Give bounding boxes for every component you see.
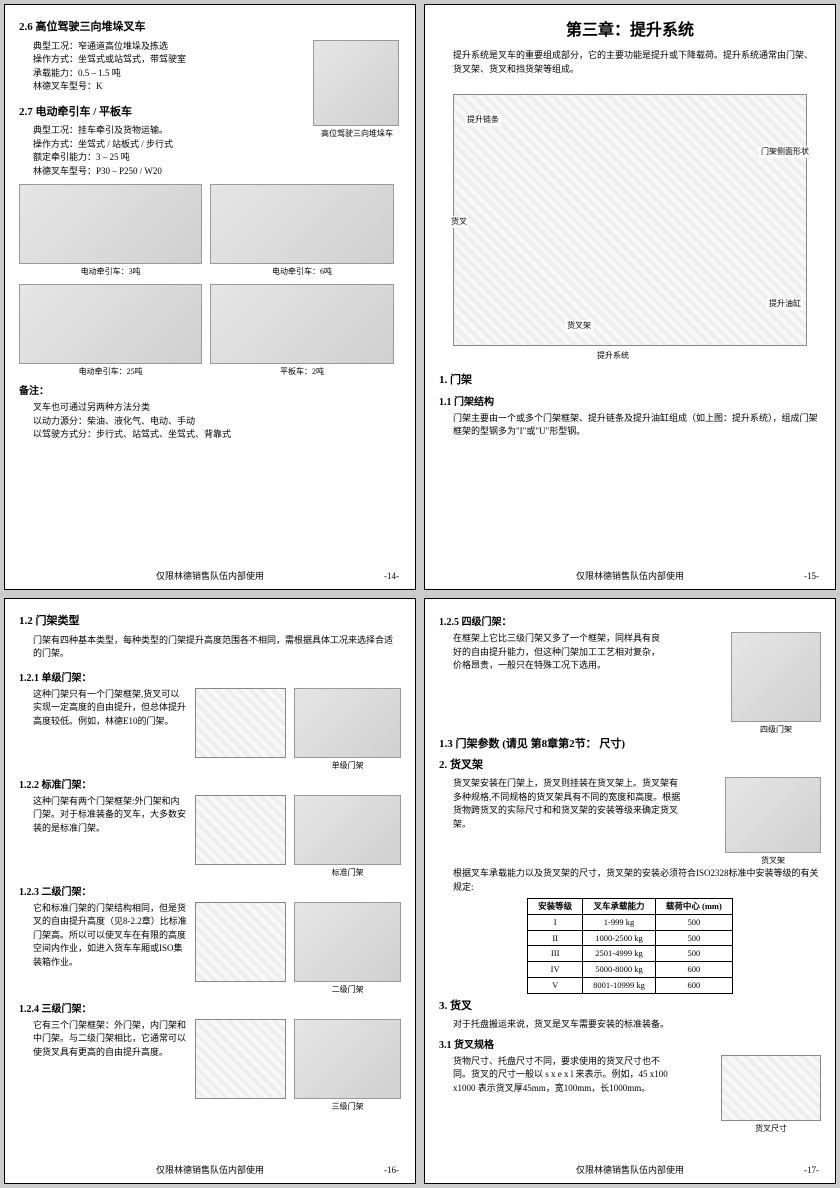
table-cell: 5000-8000 kg <box>583 962 656 978</box>
table-cell: IV <box>528 962 583 978</box>
caption-triplex-mast: 三级门架 <box>294 1101 401 1113</box>
section-1-2-body: 门架有四种基本类型，每种类型的门架提升高度范围各不相同，需根据具体工况来选择合适… <box>19 634 401 661</box>
spec-line: 林德叉车型号：P30 – P250 / W20 <box>19 165 401 179</box>
table-cell: II <box>528 930 583 946</box>
section-1-2-5-body: 在框架上它比三级门架又多了一个框架，同样具有良好的自由提升能力，但这种门架加工工… <box>439 632 668 673</box>
table-cell: I <box>528 914 583 930</box>
section-2-6-title: 2.6 高位驾驶三向堆垛叉车 <box>19 19 401 36</box>
section-1-title: 1. 门架 <box>439 372 821 389</box>
caption-tow-3t: 电动牵引车：3吨 <box>19 266 202 278</box>
iso2328-table: 安装等级叉车承载能力载荷中心 (mm) I1-999 kg500II1000-2… <box>527 898 733 994</box>
table-cell: 500 <box>655 930 732 946</box>
page-15: 第三章：提升系统 提升系统是叉车的重要组成部分，它的主要功能是提升或下降载荷。提… <box>424 4 836 590</box>
label-cylinder: 提升油缸 <box>767 298 803 310</box>
page-footer: 仅限林德销售队伍内部使用 <box>5 570 415 584</box>
caption-fork-size: 货叉尺寸 <box>721 1123 821 1135</box>
label-profile: 门架侧面形状 <box>759 146 811 158</box>
table-header: 安装等级 <box>528 899 583 915</box>
table-row: V8001-10999 kg600 <box>528 977 733 993</box>
table-cell: 1-999 kg <box>583 914 656 930</box>
page-16: 1.2 门架类型 门架有四种基本类型，每种类型的门架提升高度范围各不相同，需根据… <box>4 598 416 1184</box>
section-3-body: 对于托盘搬运来说，货叉是叉车需要安装的标准装备。 <box>439 1018 821 1032</box>
caption-high-stacker: 高位驾驶三向堆垛车 <box>313 128 401 140</box>
caption-duplex-mast: 二级门架 <box>294 984 401 996</box>
note-line: 叉车也可通过另两种方法分类 <box>19 401 401 415</box>
section-3-1-body: 货物尺寸、托盘尺寸不同，要求使用的货叉尺寸也不同。货叉的尺寸一般以 s x e … <box>439 1055 676 1096</box>
section-1-2-2-title: 1.2.2 标准门架： <box>19 778 401 793</box>
section-1-2-title: 1.2 门架类型 <box>19 613 401 630</box>
fig-high-stacker: 高位驾驶三向堆垛车 <box>313 40 401 140</box>
fig-fork-size: 货叉尺寸 <box>721 1055 821 1135</box>
chapter-3-title: 第三章：提升系统 <box>439 19 821 43</box>
page-number: -15- <box>804 570 819 584</box>
section-1-2-4-body: 它有三个门架框架：外门架，内门架和中门架。与二级门架相比，它通常可以使货叉具有更… <box>19 1019 187 1113</box>
section-3-1-title: 3.1 货叉规格 <box>439 1038 821 1053</box>
label-chain: 提升链条 <box>465 114 501 126</box>
section-3-title: 3. 货叉 <box>439 998 821 1015</box>
page-footer: 仅限林德销售队伍内部使用 <box>425 570 835 584</box>
note-line: 以动力源分：柴油、液化气、电动、手动 <box>19 415 401 429</box>
section-2-title: 2. 货叉架 <box>439 757 821 774</box>
caption-single-mast: 单级门架 <box>294 760 401 772</box>
table-row: III2501-4999 kg500 <box>528 946 733 962</box>
fig-fork-carriage: 货叉架 <box>725 777 821 867</box>
spec-line: 操作方式：坐驾式 / 站板式 / 步行式 <box>19 138 401 152</box>
photo-row-1: 电动牵引车：3吨 电动牵引车：6吨 <box>19 184 401 278</box>
table-cell: 600 <box>655 962 732 978</box>
section-1-1-title: 1.1 门架结构 <box>439 395 821 410</box>
photo-row-2: 电动牵引车：25吨 平板车：2吨 <box>19 284 401 378</box>
table-cell: 500 <box>655 914 732 930</box>
caption-platform-2t: 平板车：2吨 <box>210 366 393 378</box>
table-cell: 500 <box>655 946 732 962</box>
caption-quad-mast: 四级门架 <box>731 724 821 736</box>
caption-fork-carriage: 货叉架 <box>725 855 821 867</box>
fig-quad-mast: 四级门架 <box>731 632 821 736</box>
table-cell: V <box>528 977 583 993</box>
page-number: -14- <box>384 570 399 584</box>
table-cell: 8001-10999 kg <box>583 977 656 993</box>
label-fork: 货叉 <box>449 216 469 228</box>
table-cell: 1000-2500 kg <box>583 930 656 946</box>
page-17: 1.2.5 四级门架： 四级门架 在框架上它比三级门架又多了一个框架，同样具有良… <box>424 598 836 1184</box>
table-cell: III <box>528 946 583 962</box>
note-line: 以驾驶方式分：步行式、站驾式、坐驾式、背靠式 <box>19 428 401 442</box>
table-cell: 2501-4999 kg <box>583 946 656 962</box>
caption-tow-25t: 电动牵引车：25吨 <box>19 366 202 378</box>
section-1-3-title: 1.3 门架参数 (请见 第8章第2节： 尺寸) <box>439 736 821 753</box>
section-1-2-1-body: 这种门架只有一个门架框架,货叉可以实现一定高度的自由提升，但总体提升高度较低。例… <box>19 688 187 772</box>
section-1-2-3-body: 它和标准门架的门架结构相同，但是货叉的自由提升高度（见8-2.2章）比标准门架高… <box>19 902 187 996</box>
table-row: I1-999 kg500 <box>528 914 733 930</box>
lift-system-diagram: 提升链条 门架侧面形状 货叉 货叉架 提升油缸 提升系统 <box>445 86 815 366</box>
page-14: 2.6 高位驾驶三向堆垛叉车 高位驾驶三向堆垛车 典型工况：窄通道高位堆垛及拣选… <box>4 4 416 590</box>
label-system: 提升系统 <box>595 350 631 362</box>
spec-line: 额定牵引能力：3 – 25 吨 <box>19 151 401 165</box>
section-1-1-body: 门架主要由一个或多个门架框架、提升链条及提升油缸组成（如上图：提升系统），组成门… <box>439 412 821 439</box>
section-2-body: 货叉架安装在门架上，货叉则挂装在货叉架上。货叉架有多种规格,不同规格的货叉架具有… <box>439 777 683 831</box>
note-heading: 备注： <box>19 384 401 399</box>
page-number: -16- <box>384 1164 399 1178</box>
page-number: -17- <box>804 1164 819 1178</box>
page-footer: 仅限林德销售队伍内部使用 <box>5 1164 415 1178</box>
table-cell: 600 <box>655 977 732 993</box>
section-1-2-5-title: 1.2.5 四级门架： <box>439 615 821 630</box>
table-row: IV5000-8000 kg600 <box>528 962 733 978</box>
table-row: II1000-2500 kg500 <box>528 930 733 946</box>
chapter-intro: 提升系统是叉车的重要组成部分，它的主要功能是提升或下降载荷。提升系统通常由门架、… <box>439 49 821 76</box>
section-1-2-3-title: 1.2.3 二级门架： <box>19 885 401 900</box>
label-carriage: 货叉架 <box>565 320 593 332</box>
caption-tow-6t: 电动牵引车：6吨 <box>210 266 393 278</box>
caption-standard-mast: 标准门架 <box>294 867 401 879</box>
table-header: 载荷中心 (mm) <box>655 899 732 915</box>
section-1-2-2-body: 这种门架有两个门架框架:外门架和内门架。对于标准装备的叉车，大多数安装的是标准门… <box>19 795 187 879</box>
table-header: 叉车承载能力 <box>583 899 656 915</box>
section-1-2-1-title: 1.2.1 单级门架： <box>19 671 401 686</box>
section-2-body2: 根据叉车承载能力以及货叉架的尺寸，货叉架的安装必须符合ISO2328标准中安装等… <box>439 867 821 894</box>
section-1-2-4-title: 1.2.4 三级门架： <box>19 1002 401 1017</box>
page-footer: 仅限林德销售队伍内部使用 <box>425 1164 835 1178</box>
